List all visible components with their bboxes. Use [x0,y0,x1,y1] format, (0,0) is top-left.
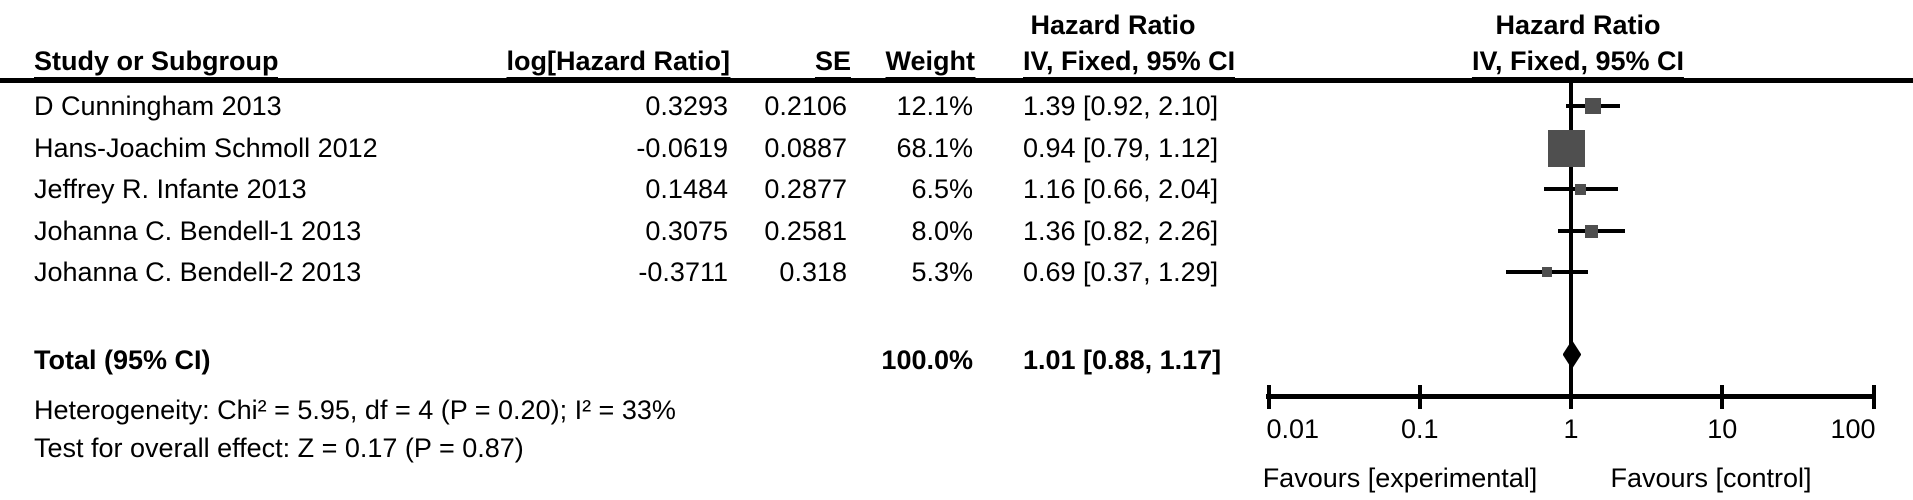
table-row: Jeffrey R. Infante 2013 0.1484 0.2877 6.… [0,168,1913,210]
table-row: Johanna C. Bendell-1 2013 0.3075 0.2581 … [0,210,1913,252]
column-header-ci-text: IV, Fixed, 95% CI [1023,44,1236,80]
axis-tick-label: 100 [1830,414,1876,444]
weight-cell: 12.1% [896,91,973,121]
column-header-weight: Weight [885,44,975,80]
column-header-study: Study or Subgroup [34,44,279,80]
favours-left-label: Favours [experimental] [1262,463,1538,493]
study-name-cell: D Cunningham 2013 [34,91,282,121]
log-hr-cell: -0.0619 [636,133,728,163]
ci-column-title: Hazard Ratio [1030,10,1196,40]
weight-cell: 8.0% [911,216,973,246]
table-row: Hans-Joachim Schmoll 2012 -0.0619 0.0887… [0,127,1913,169]
column-header-weight-label: Weight [885,46,975,80]
axis-tick-label: 1 [1563,414,1579,444]
total-label: Total (95% CI) [34,345,211,375]
total-row: Total (95% CI) 100.0% 1.01 [0.88, 1.17] [0,339,1913,381]
axis-tick [1871,385,1876,409]
log-hr-cell: 0.3293 [645,91,728,121]
axis-tick-label: 10 [1707,414,1738,444]
se-cell: 0.2877 [764,174,847,204]
axis-tick-label: 0.1 [1400,414,1439,444]
axis-tick [1417,385,1422,409]
study-weight-square [1584,98,1601,114]
se-cell: 0.2106 [764,91,847,121]
header-rule [0,78,1913,83]
weight-cell: 68.1% [896,133,973,163]
axis-tick [1266,385,1271,409]
favours-right-label: Favours [control] [1610,463,1812,493]
column-header-se-label: SE [814,46,851,80]
table-row: D Cunningham 2013 0.3293 0.2106 12.1% 1.… [0,85,1913,127]
se-cell: 0.2581 [764,216,847,246]
study-weight-square [1575,183,1587,195]
log-hr-cell: -0.3711 [638,257,728,287]
axis-tick [1569,385,1573,409]
study-name-cell: Johanna C. Bendell-1 2013 [34,216,362,246]
study-weight-square [1548,129,1586,167]
log-hr-cell: 0.1484 [645,174,728,204]
ci-cell: 1.16 [0.66, 2.04] [1023,174,1219,204]
overall-effect-stats: Test for overall effect: Z = 0.17 (P = 0… [34,433,524,463]
study-name-cell: Hans-Joachim Schmoll 2012 [34,133,378,163]
total-weight: 100.0% [881,345,973,375]
column-header-study-label: Study or Subgroup [34,46,279,80]
heterogeneity-stats: Heterogeneity: Chi² = 5.95, df = 4 (P = … [34,395,676,425]
table-row: Johanna C. Bendell-2 2013 -0.3711 0.318 … [0,251,1913,293]
weight-cell: 6.5% [911,174,973,204]
total-ci: 1.01 [0.88, 1.17] [1023,345,1222,375]
study-name-cell: Jeffrey R. Infante 2013 [34,174,307,204]
study-name-cell: Johanna C. Bendell-2 2013 [34,257,362,287]
weight-cell: 5.3% [911,257,973,287]
study-weight-square [1541,267,1552,277]
log-hr-cell: 0.3075 [645,216,728,246]
ci-cell: 1.39 [0.92, 2.10] [1023,91,1219,121]
column-header-loghr-label: log[Hazard Ratio] [506,46,730,80]
column-header-ci-text-label: IV, Fixed, 95% CI [1023,46,1236,80]
ci-cell: 1.36 [0.82, 2.26] [1023,216,1219,246]
null-effect-line [1569,83,1573,397]
ci-cell: 0.69 [0.37, 1.29] [1023,257,1219,287]
se-cell: 0.318 [779,257,847,287]
axis-tick [1720,385,1725,409]
column-header-se: SE [814,44,851,80]
plot-column-title: Hazard Ratio [1495,10,1661,40]
column-header-ci-plot-label: IV, Fixed, 95% CI [1471,46,1685,80]
column-header-ci-plot: IV, Fixed, 95% CI [1471,44,1685,80]
study-weight-square [1584,224,1598,238]
axis-tick-label: 0.01 [1266,414,1320,444]
column-header-loghr: log[Hazard Ratio] [506,44,730,80]
se-cell: 0.0887 [764,133,847,163]
ci-cell: 0.94 [0.79, 1.12] [1023,133,1219,163]
total-diamond [1562,340,1582,369]
